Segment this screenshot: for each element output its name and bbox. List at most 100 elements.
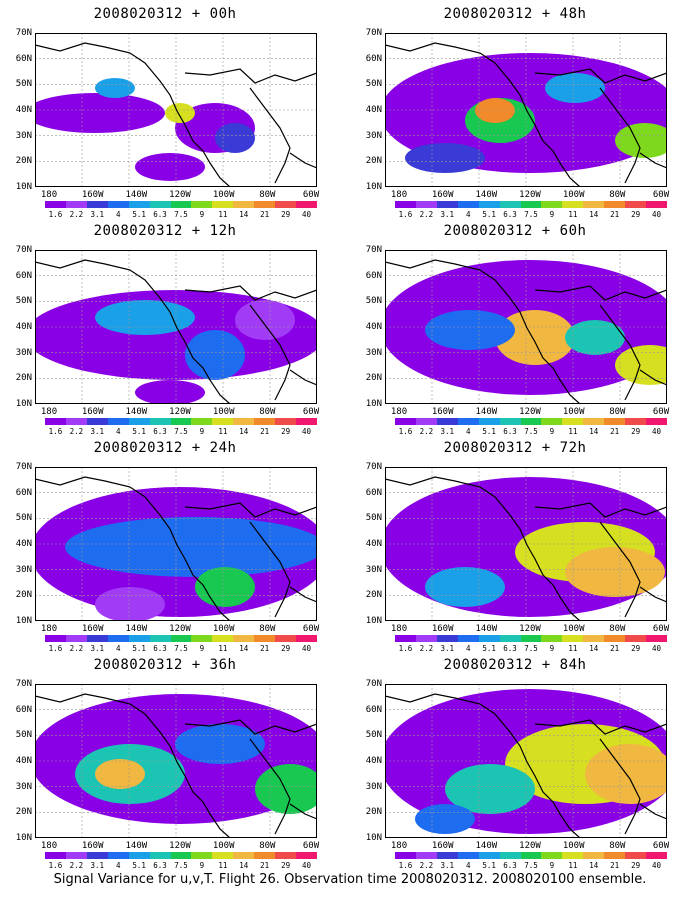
x-tick-label: 180 xyxy=(390,624,408,634)
colorbar-swatch xyxy=(646,635,667,642)
colorbar-label: 11 xyxy=(218,861,228,870)
colorbar-label: 6.3 xyxy=(153,210,167,219)
x-tick-label: 100W xyxy=(562,624,585,634)
colorbar-swatch xyxy=(170,635,192,642)
colorbar-swatch xyxy=(604,201,626,208)
y-tick-label: 40N xyxy=(365,322,382,332)
y-tick-label: 10N xyxy=(15,399,32,409)
colorbar-swatch xyxy=(254,418,276,425)
colorbar-swatch xyxy=(65,635,87,642)
colorbar-label: 3.1 xyxy=(90,427,105,436)
variance-contour xyxy=(405,143,485,173)
colorbar-label: 14 xyxy=(589,861,599,870)
colorbar-swatch xyxy=(254,201,276,208)
colorbar-swatch xyxy=(499,418,521,425)
colorbar-swatch xyxy=(86,201,108,208)
variance-contour xyxy=(95,759,145,789)
colorbar-swatch xyxy=(583,635,605,642)
colorbar-swatch xyxy=(604,852,626,859)
coastline xyxy=(35,259,317,404)
panel-title: 2008020312 + 60h xyxy=(443,223,587,239)
colorbar-swatch xyxy=(395,635,416,642)
colorbar-label: 6.3 xyxy=(503,861,517,870)
coastline xyxy=(385,259,667,404)
colorbar-label: 4 xyxy=(115,861,121,870)
y-tick-label: 20N xyxy=(15,156,32,167)
colorbar-swatch xyxy=(646,852,667,859)
colorbar-label: 40 xyxy=(302,644,312,653)
colorbar-swatch xyxy=(625,852,647,859)
colorbar-swatch xyxy=(128,201,150,208)
map-frame xyxy=(35,684,317,838)
x-tick-label: 120W xyxy=(169,407,191,417)
y-tick-label: 30N xyxy=(15,781,32,792)
y-tick-label: 70N xyxy=(365,28,382,38)
colorbar-swatch xyxy=(86,852,108,859)
colorbar-swatch xyxy=(296,201,317,208)
x-tick-label: 100W xyxy=(562,841,585,851)
colorbar-swatch xyxy=(499,201,521,208)
colorbar-swatch xyxy=(457,418,479,425)
colorbar-swatch xyxy=(562,635,584,642)
map-frame xyxy=(385,684,667,838)
colorbar-swatch xyxy=(541,635,563,642)
y-tick-label: 10N xyxy=(365,833,382,843)
y-tick-label: 40N xyxy=(365,756,382,766)
colorbar-label: 11 xyxy=(218,644,228,653)
x-tick-label: 140W xyxy=(475,841,498,851)
colorbar xyxy=(395,852,667,859)
map-panel: 2008020312 + 60h 70N 60N 50N 40N 30N 20N 10N 180… xyxy=(350,217,680,439)
colorbar-label: 4 xyxy=(115,427,121,436)
colorbar-label: 40 xyxy=(302,861,312,870)
colorbar-label: 21 xyxy=(610,210,620,219)
colorbar-label: 7.5 xyxy=(174,861,188,870)
y-tick-label: 60N xyxy=(15,53,32,64)
y-tick-label: 60N xyxy=(15,704,32,715)
variance-map xyxy=(385,467,667,621)
colorbar-label: 7.5 xyxy=(174,644,188,653)
variance-contour xyxy=(135,380,205,404)
figure-caption: Signal Variance for u,v,T. Flight 26. Ob… xyxy=(53,872,647,887)
colorbar-swatch xyxy=(65,852,87,859)
colorbar-label: 14 xyxy=(239,427,249,436)
y-tick-label: 20N xyxy=(15,807,32,818)
map-panel: 2008020312 + 12h 70N 60N 50N 40N 30N 20N 10N 180… xyxy=(0,217,330,439)
colorbar-label: 2.2 xyxy=(419,427,434,436)
colorbar-label: 1.6 xyxy=(48,427,63,436)
y-tick-label: 10N xyxy=(365,182,382,192)
variance-contour xyxy=(215,123,255,153)
colorbar-label: 21 xyxy=(260,427,270,436)
y-tick-label: 70N xyxy=(15,28,32,38)
variance-contour xyxy=(415,804,475,834)
variance-map xyxy=(385,684,667,838)
y-tick-label: 40N xyxy=(15,322,32,332)
variance-map xyxy=(35,467,317,621)
colorbar-label: 11 xyxy=(568,210,578,219)
colorbar-swatch xyxy=(65,201,87,208)
coastline xyxy=(35,476,317,621)
variance-contour xyxy=(95,587,165,621)
colorbar-label: 4 xyxy=(115,644,121,653)
variance-contour xyxy=(235,300,295,340)
y-tick-label: 50N xyxy=(15,513,32,524)
colorbar-swatch xyxy=(520,418,542,425)
colorbar-swatch xyxy=(275,852,297,859)
x-tick-label: 80W xyxy=(609,841,626,851)
colorbar-swatch xyxy=(395,418,416,425)
variance-map xyxy=(35,684,317,838)
colorbar-swatch xyxy=(520,635,542,642)
colorbar-swatch xyxy=(149,852,171,859)
colorbar-swatch xyxy=(541,418,563,425)
colorbar-label: 9 xyxy=(549,427,555,436)
x-tick-label: 140W xyxy=(125,407,148,417)
colorbar-swatch xyxy=(45,418,66,425)
map-panel: 2008020312 + 24h 70N 60N 50N 40N 30N 20N 10N 180… xyxy=(0,434,330,656)
x-tick-label: 180 xyxy=(40,841,58,851)
x-tick-label: 180 xyxy=(40,624,58,634)
y-tick-label: 50N xyxy=(365,79,382,90)
colorbar-swatch xyxy=(233,635,255,642)
colorbar-swatch xyxy=(191,635,213,642)
colorbar-swatch xyxy=(457,635,479,642)
variance-contour xyxy=(65,517,317,577)
variance-contour xyxy=(565,320,625,355)
